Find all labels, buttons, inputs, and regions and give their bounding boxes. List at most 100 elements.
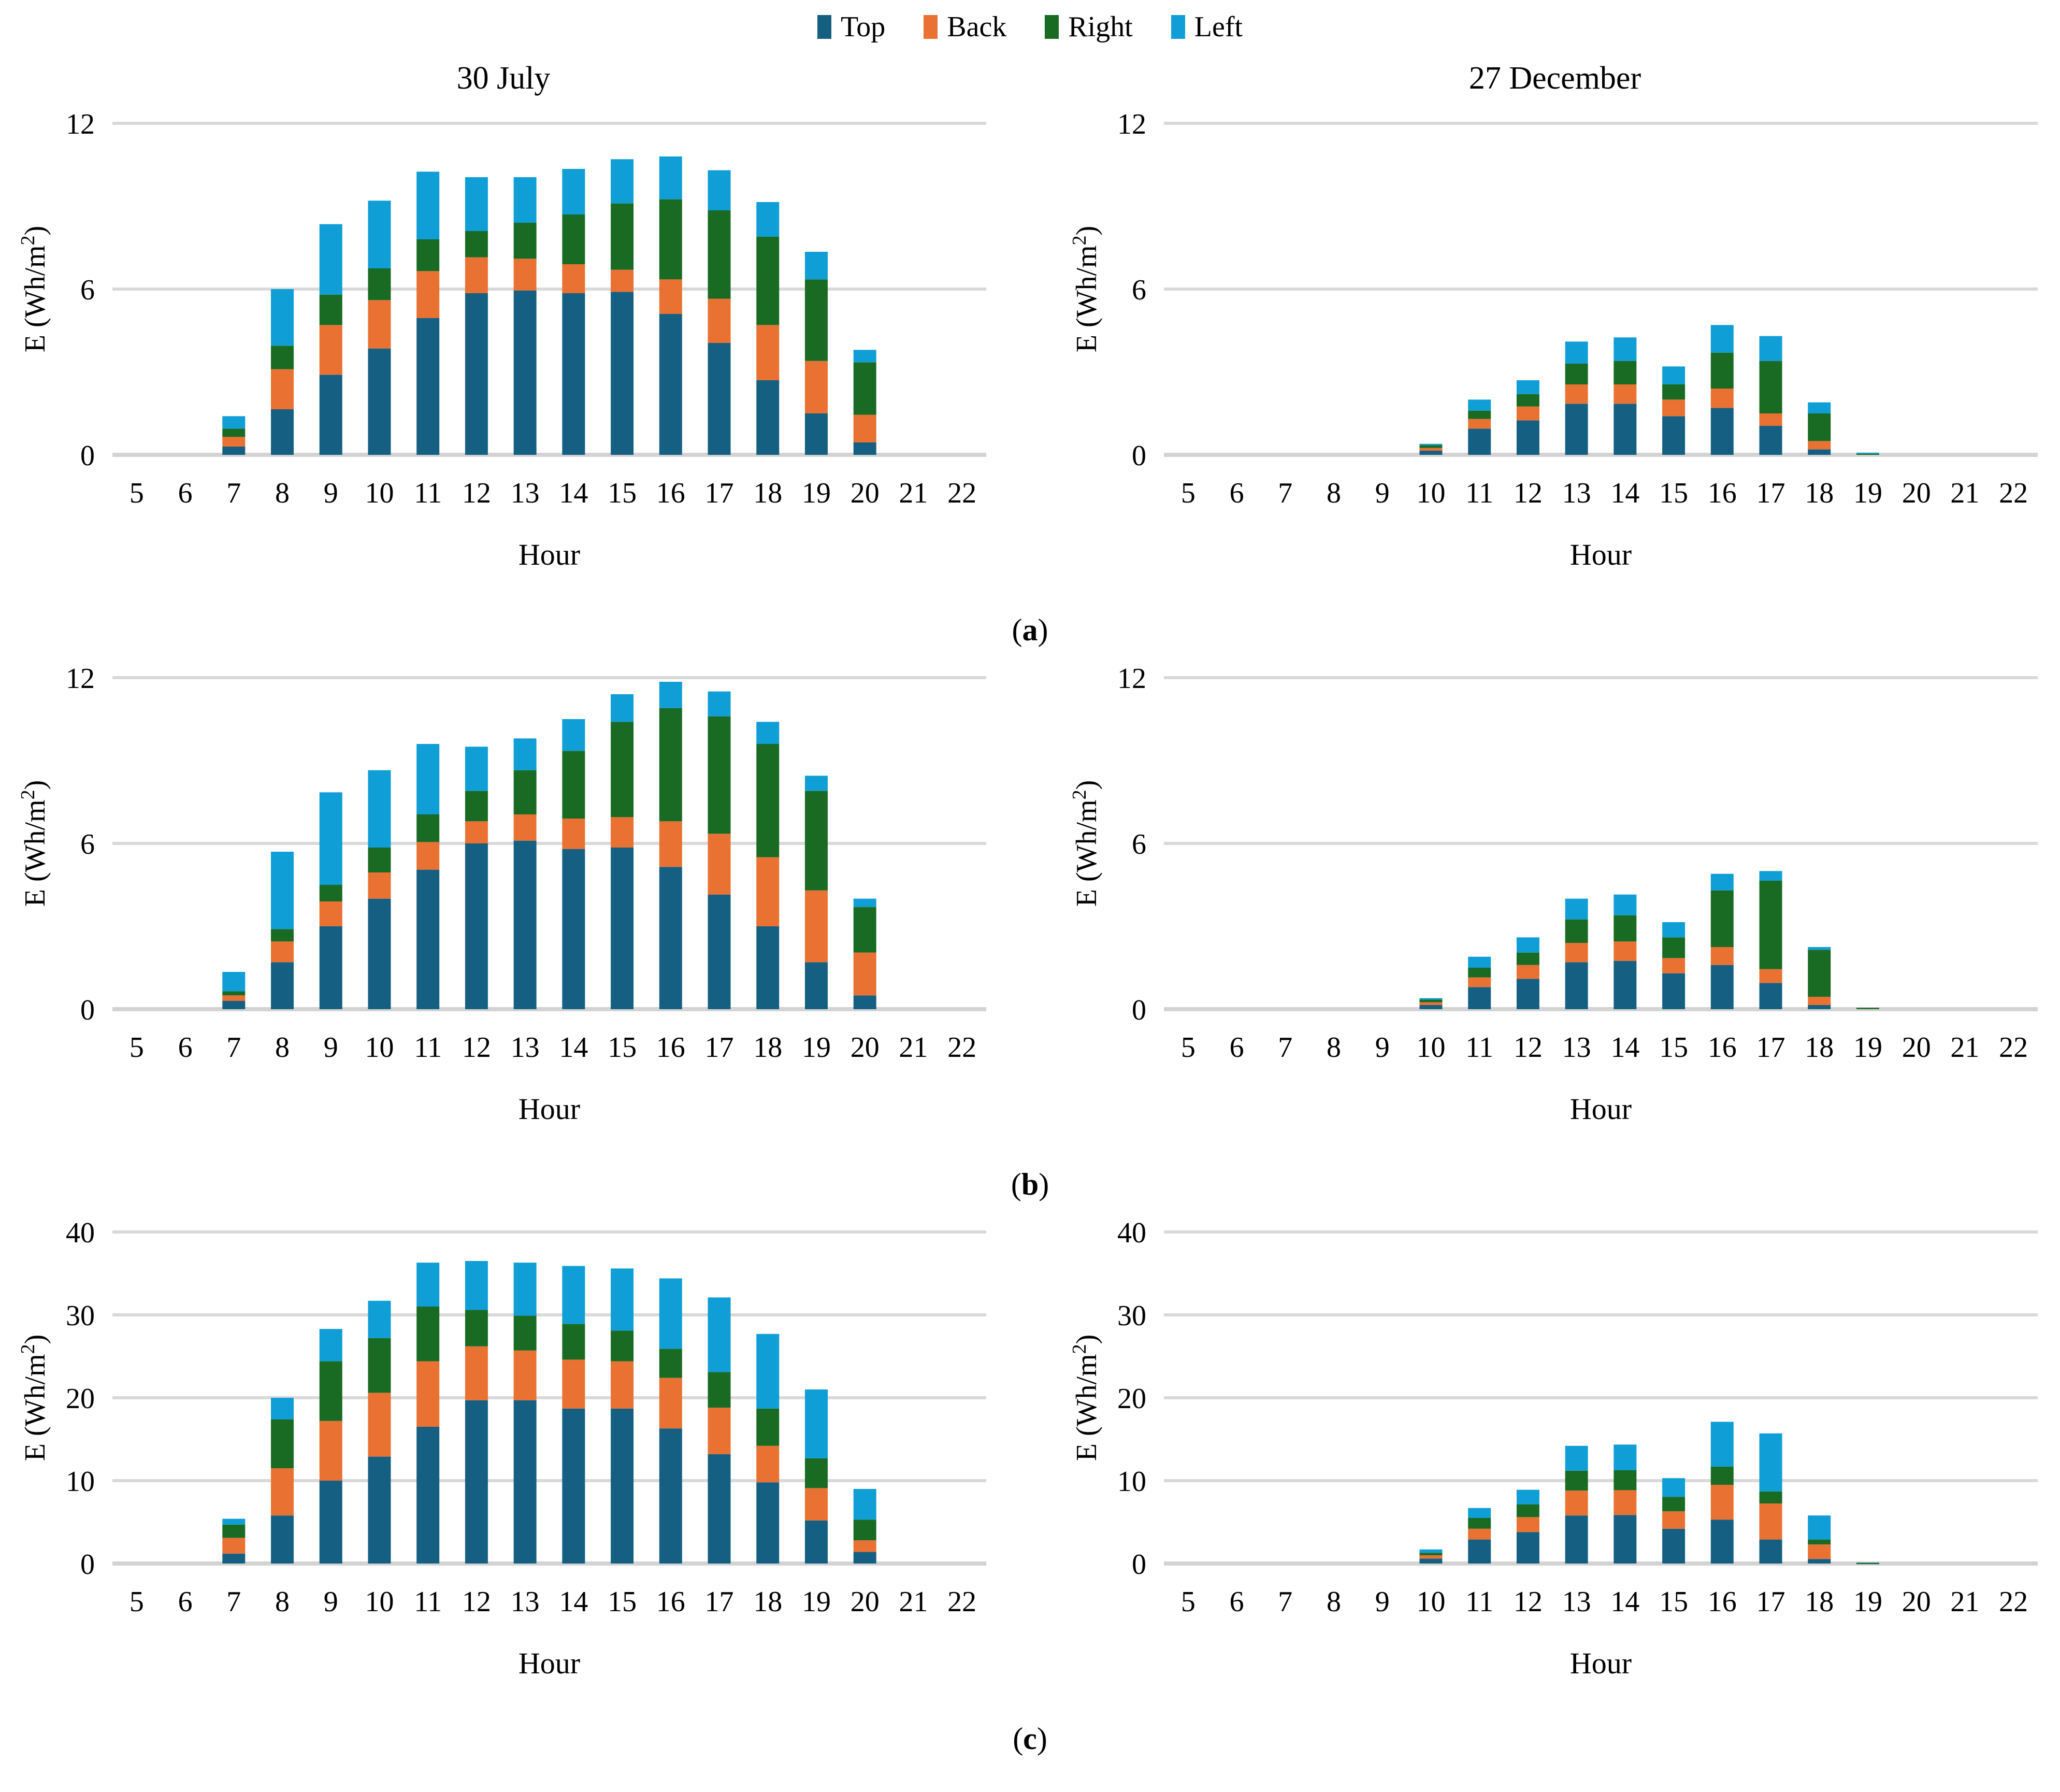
- x-tick-label: 14: [1610, 1031, 1639, 1064]
- chart-july-c: 0 10 20 30 40 E (Wh/m2) 5 6 7 8 9 10 11 12 13 14 15 16 17 1…: [17, 1217, 986, 1680]
- bar-hour-16-top: [1710, 965, 1734, 1009]
- x-tick-label: 21: [899, 477, 928, 509]
- bar-hour-12-right: [465, 791, 488, 822]
- x-tick-label: 12: [1514, 1031, 1543, 1064]
- bar-hour-13-right: [1565, 919, 1588, 943]
- x-tick-label: 6: [178, 1586, 193, 1618]
- x-axis-title: Hour: [518, 538, 580, 571]
- bar-hour-12-back: [465, 821, 488, 843]
- caption-c: (c): [1013, 1722, 1047, 1756]
- column-titles: 30 July 27 December: [0, 59, 2060, 109]
- bar-hour-16-top: [659, 314, 682, 455]
- bar-hour-15-back: [1662, 1511, 1686, 1529]
- x-tick-label: 10: [365, 477, 394, 509]
- x-tick-label: 21: [1950, 477, 1979, 509]
- bar-hour-13-back: [513, 259, 537, 291]
- bar-hour-10-back: [368, 1393, 391, 1457]
- bar-hour-13-top: [513, 1400, 537, 1564]
- bar-hour-11-right: [1468, 1518, 1491, 1529]
- bar-hour-15-right: [1662, 384, 1686, 400]
- bar-hour-20-back: [853, 414, 876, 442]
- bar-hour-11-left: [1468, 1508, 1491, 1518]
- bar-hour-17-back: [1759, 413, 1782, 426]
- bar-hour-18-top: [756, 1482, 780, 1564]
- bar-hour-18-back: [756, 325, 780, 380]
- chart-december-a: 0 6 12 E (Wh/m2) 5 6 7 8 9 10 11 12 13 14 15 16 17 18 19 20…: [1069, 109, 2038, 571]
- bar-hour-17-back: [1759, 969, 1782, 983]
- bar-hour-8-left: [271, 289, 294, 346]
- bar-hour-17-top: [1759, 426, 1782, 455]
- x-tick-label: 18: [753, 1031, 782, 1064]
- y-tick-label: 10: [1117, 1466, 1146, 1498]
- bar-hour-14-back: [562, 264, 585, 293]
- x-tick-label: 6: [1230, 1031, 1244, 1064]
- x-tick-label: 16: [656, 1031, 685, 1064]
- x-tick-label: 17: [705, 477, 734, 509]
- x-tick-label: 22: [1999, 1031, 2028, 1064]
- bar-hour-10-right: [368, 268, 391, 300]
- bar-hour-18-left: [756, 1334, 780, 1409]
- x-tick-label: 9: [324, 477, 338, 509]
- bar-hour-17-left: [708, 691, 731, 716]
- bar-hour-14-back: [562, 819, 585, 849]
- x-tick-label: 20: [1902, 1031, 1931, 1064]
- bar-hour-17-top: [1759, 983, 1782, 1009]
- bar-hour-13-right: [513, 223, 537, 259]
- bar-hour-17-right: [1759, 361, 1782, 413]
- x-tick-label: 16: [1708, 477, 1737, 509]
- column-title-december: 27 December: [1468, 61, 1641, 96]
- x-tick-label: 11: [1465, 1031, 1493, 1064]
- x-tick-label: 22: [947, 1586, 976, 1618]
- legend: Top Back Right Left: [0, 0, 2060, 46]
- bar-hour-11-left: [416, 171, 440, 239]
- bar-hour-10-back: [368, 300, 391, 349]
- bar-hour-12-right: [1516, 952, 1539, 965]
- bar-hour-18-right: [756, 744, 780, 857]
- bar-hour-10-top: [368, 1456, 391, 1564]
- x-tick-label: 13: [1562, 477, 1591, 509]
- bar-hour-16-right: [1710, 1466, 1734, 1485]
- bar-hour-10-right: [368, 1338, 391, 1393]
- bar-hour-11-top: [416, 1427, 440, 1564]
- bar-hour-13-top: [1565, 1515, 1588, 1564]
- x-tick-label: 20: [851, 1031, 880, 1064]
- bar-hour-9-top: [319, 926, 342, 1009]
- y-tick-label: 12: [1117, 663, 1146, 695]
- y-tick-label: 0: [1132, 440, 1146, 472]
- y-tick-label: 40: [1117, 1217, 1146, 1249]
- x-tick-label: 19: [802, 1031, 831, 1064]
- bar-hour-20-left: [853, 350, 876, 363]
- x-tick-label: 7: [226, 1031, 241, 1064]
- bar-hour-13-back: [513, 814, 537, 841]
- y-tick-label: 40: [66, 1217, 95, 1249]
- bar-hour-14-right: [562, 1324, 585, 1360]
- bar-hour-11-right: [1468, 410, 1491, 419]
- x-tick-label: 17: [705, 1031, 734, 1064]
- bar-hour-9-right: [319, 294, 342, 325]
- x-tick-label: 11: [1465, 1586, 1493, 1618]
- bar-hour-12-left: [1516, 380, 1539, 394]
- bar-hour-15-top: [611, 848, 634, 1009]
- bar-hour-10-left: [368, 200, 391, 268]
- bar-hour-12-back: [1516, 965, 1539, 979]
- bar-hour-18-top: [756, 380, 780, 455]
- x-tick-label: 8: [275, 1586, 290, 1618]
- x-tick-label: 16: [656, 1586, 685, 1618]
- bar-hour-14-left: [1614, 337, 1637, 361]
- bar-hour-8-back: [271, 369, 294, 409]
- y-tick-label: 30: [66, 1300, 95, 1332]
- bar-hour-18-right: [1808, 413, 1831, 441]
- bar-hour-13-back: [1565, 943, 1588, 963]
- x-tick-label: 10: [365, 1031, 394, 1064]
- bar-hour-15-top: [1662, 1528, 1686, 1564]
- bar-hour-13-left: [513, 177, 537, 223]
- bar-hour-19-top: [804, 1520, 828, 1564]
- bar-hour-17-right: [708, 1372, 731, 1408]
- bar-hour-7-left: [222, 972, 246, 992]
- y-tick-label: 6: [80, 274, 95, 306]
- bar-hour-16-right: [659, 1349, 682, 1378]
- bar-hour-18-back: [1808, 1544, 1831, 1559]
- y-axis-title: E (Wh/m2): [17, 1335, 51, 1461]
- bar-hour-13-left: [1565, 1445, 1588, 1471]
